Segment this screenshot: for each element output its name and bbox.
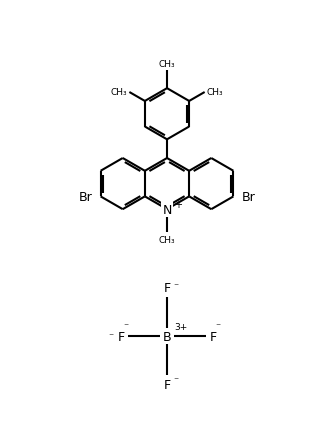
Text: ⁻: ⁻ [215, 321, 220, 331]
Text: CH₃: CH₃ [207, 88, 223, 97]
Text: F: F [209, 330, 216, 343]
Text: ⁻: ⁻ [109, 331, 114, 341]
Text: N: N [162, 203, 172, 216]
Text: +: + [174, 200, 182, 210]
Text: Br: Br [241, 191, 255, 203]
Text: F: F [163, 378, 171, 392]
Text: CH₃: CH₃ [159, 236, 175, 244]
Text: ⁻: ⁻ [173, 281, 178, 291]
Text: ⁻: ⁻ [124, 321, 129, 331]
Text: F: F [163, 281, 171, 294]
Text: CH₃: CH₃ [111, 88, 127, 97]
Text: 3+: 3+ [174, 322, 187, 331]
Text: CH₃: CH₃ [159, 60, 175, 69]
Text: F: F [118, 330, 125, 343]
Text: B: B [163, 330, 171, 343]
Text: ⁻: ⁻ [173, 375, 178, 385]
Text: Br: Br [79, 191, 93, 203]
